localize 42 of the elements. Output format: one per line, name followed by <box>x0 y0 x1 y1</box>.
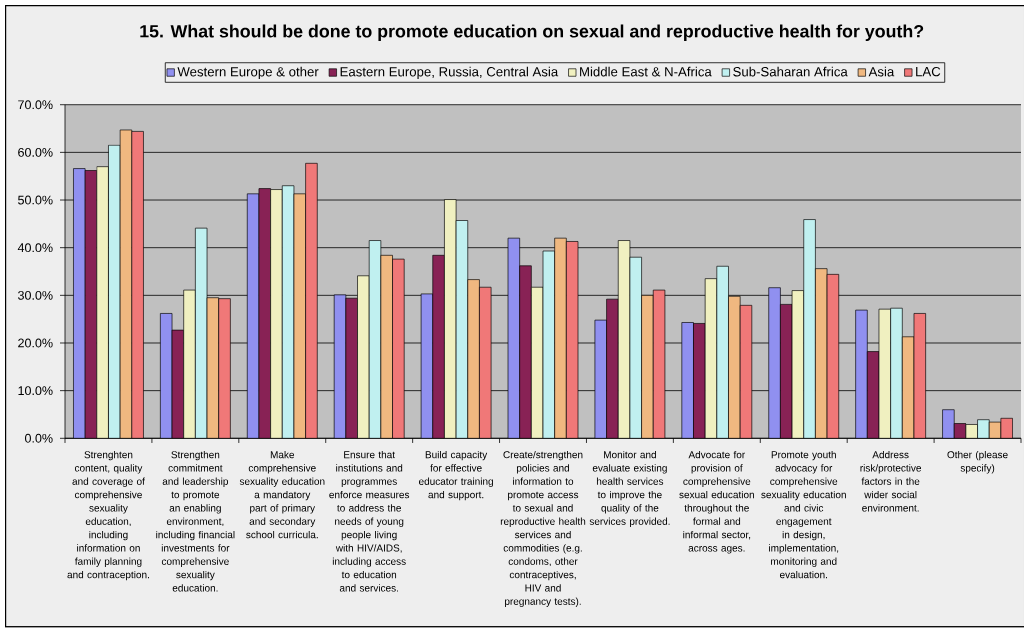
y-tick-label: 20.0% <box>18 338 53 348</box>
bar <box>467 279 480 439</box>
bar <box>803 219 816 439</box>
bar <box>554 237 567 439</box>
bar <box>131 131 144 439</box>
bar <box>218 298 231 439</box>
y-tick-label: 0.0% <box>24 433 53 443</box>
x-tick-label: Monitor and evaluate existing health services to improve the quality of the services provided. <box>589 450 670 527</box>
x-tick-label: Build capacity for effective educator training and support. <box>418 450 493 501</box>
category-label: Create/strengthen policies and information to promote access to sexual and reproductive health services and commodities (e.g. condoms, other contraceptives, HIV and pregnancy tests). <box>500 450 586 607</box>
x-tick-label: Advocate for provision of comprehensive sexual education throughout the formal and informal sector, across ages. <box>679 450 754 554</box>
category-label: Strenghten content, quality and coverage of comprehensive sexuality education, including information on family planning and contraception. <box>67 450 149 581</box>
bar <box>716 265 729 439</box>
x-tick-label: Address risk/protective factors in the wider social environment. <box>860 450 922 512</box>
x-tick-label: Make comprehensive sexuality education a mandatory part of primary and secondary school curricula. <box>239 450 325 539</box>
bar <box>890 307 903 439</box>
y-tick-label: 40.0% <box>17 243 53 253</box>
bar <box>977 419 990 439</box>
category-label: Promote youth advocacy for comprehensive sexuality education and civic engagement in design, implementation, monitoring and evaluation. <box>761 450 846 579</box>
legend-label: Western Europe & other <box>177 66 319 80</box>
bar <box>681 322 694 439</box>
bar <box>305 162 318 439</box>
bar <box>942 409 955 439</box>
y-tick-label: 70.0% <box>18 100 53 110</box>
y-tick-label: 50.0% <box>18 195 53 205</box>
legend-label: LAC <box>916 66 941 77</box>
bar <box>641 294 654 439</box>
legend-label: Middle East & N-Africa <box>580 66 712 77</box>
chart-title: 15. What should be done to promote education on sexual and reproductive health for youth? <box>140 24 924 42</box>
bar <box>768 287 781 439</box>
bar <box>728 295 741 439</box>
y-tick-label: 60.0% <box>18 147 53 157</box>
legend-label: Sub-Saharan Africa <box>733 66 848 77</box>
legend-label: Asia <box>868 66 895 77</box>
category-label: Ensure that institutions and programmes enforce measures to address the needs of young people living with HIV/AIDS, including access to education and services. <box>329 450 410 592</box>
category-label: Strengthen commitment and leadership to promote an enabling environment, including financial investments for comprehensive sexuality education. <box>156 450 235 592</box>
bar <box>855 309 868 439</box>
y-tick-label: 30.0% <box>18 290 53 300</box>
x-tick-label: Other (please specify) <box>947 450 1008 474</box>
legend-label: Eastern Europe, Russia, Central Asia <box>340 66 559 80</box>
y-tick-label: 10.0% <box>18 386 53 396</box>
bar <box>392 258 405 439</box>
